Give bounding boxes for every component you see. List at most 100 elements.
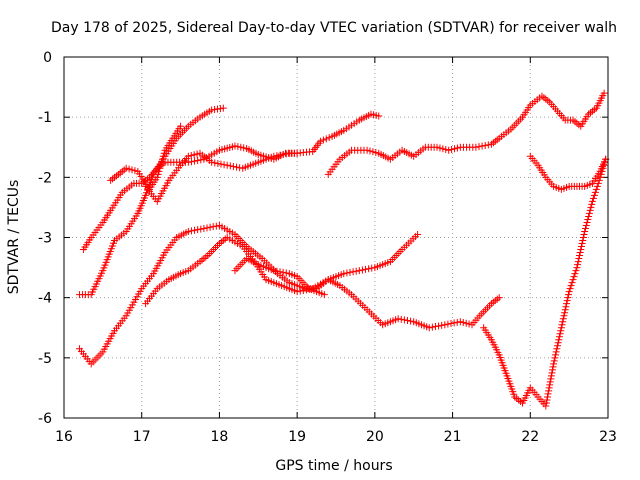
data-point (585, 212, 593, 220)
data-point (184, 158, 192, 166)
y-tick-label: -4 (38, 291, 52, 307)
data-point (363, 146, 371, 154)
x-tick-label: 19 (288, 429, 306, 445)
data-point (561, 309, 569, 317)
data-point (109, 175, 117, 183)
data-point (293, 288, 301, 296)
data-point (493, 295, 501, 303)
data-point (581, 227, 589, 235)
data-point (542, 402, 550, 410)
data-point (566, 285, 574, 293)
data-point (543, 396, 551, 404)
series-track-g (231, 255, 328, 299)
data-point (557, 327, 565, 335)
data-point (558, 321, 566, 329)
data-point (293, 149, 301, 157)
data-point (515, 396, 523, 404)
data-point (414, 230, 422, 238)
data-point (491, 297, 499, 305)
data-point (125, 165, 133, 173)
data-point (572, 267, 580, 275)
data-point (433, 143, 441, 151)
data-point (559, 315, 567, 323)
data-point (159, 152, 167, 160)
data-point (187, 152, 195, 160)
data-point (394, 315, 402, 323)
data-point (111, 173, 119, 181)
data-point (575, 255, 583, 263)
series-track-e (76, 221, 422, 368)
data-point (456, 318, 464, 326)
data-point (590, 191, 598, 199)
x-tick-label: 18 (211, 429, 229, 445)
data-point (445, 146, 453, 154)
data-point (279, 268, 287, 276)
data-point (425, 324, 433, 332)
data-point (581, 224, 589, 232)
data-point (372, 149, 380, 157)
data-point (550, 357, 558, 365)
data-point (567, 282, 575, 290)
data-point (362, 265, 370, 273)
data-point (553, 345, 561, 353)
data-point (552, 348, 560, 356)
grid-lines (64, 57, 608, 418)
data-point (579, 234, 587, 241)
x-axis-label: GPS time / hours (275, 458, 392, 474)
data-point (591, 188, 599, 196)
y-tick-label: -2 (38, 170, 52, 186)
data-point (128, 166, 136, 174)
data-point (184, 227, 192, 235)
data-point (595, 176, 603, 184)
data-point (571, 270, 579, 278)
data-point (282, 269, 290, 277)
data-point (365, 265, 373, 273)
series-track-f (142, 234, 503, 332)
data-point (544, 97, 552, 105)
data-point (600, 89, 608, 97)
data-point (325, 134, 333, 142)
data-point (131, 167, 139, 175)
data-point (157, 161, 165, 169)
data-point (358, 266, 366, 274)
series-track-h (324, 89, 608, 178)
data-point (273, 267, 281, 275)
data-point (234, 143, 242, 151)
data-point (453, 144, 461, 152)
y-tick-label: -5 (38, 351, 52, 367)
data-point (320, 291, 328, 299)
data-point (517, 397, 525, 405)
data-point (586, 206, 594, 214)
data-point (276, 151, 284, 159)
x-tick-label: 16 (55, 429, 73, 445)
data-point (548, 366, 556, 374)
x-tick-label: 21 (444, 429, 462, 445)
series-track-j (526, 152, 610, 193)
data-point (366, 147, 374, 155)
series-track-d (142, 149, 301, 205)
data-point (153, 173, 161, 181)
data-point (273, 152, 281, 160)
data-point (270, 152, 278, 160)
data-point (571, 118, 579, 126)
data-point (462, 319, 470, 327)
data-point (549, 363, 557, 371)
data-point (352, 267, 360, 275)
y-tick-label: -3 (38, 231, 52, 247)
data-point (375, 112, 383, 120)
data-point (548, 369, 556, 377)
data-point (540, 94, 548, 102)
data-point (570, 273, 578, 281)
data-point (478, 142, 486, 150)
data-point (400, 316, 408, 324)
data-point (193, 150, 201, 158)
data-point (559, 318, 567, 326)
data-point (349, 268, 357, 276)
data-point (237, 143, 245, 151)
data-point (592, 185, 600, 193)
data-point (439, 145, 447, 153)
data-point (118, 167, 126, 175)
data-point (120, 166, 128, 174)
data-point (555, 336, 563, 344)
